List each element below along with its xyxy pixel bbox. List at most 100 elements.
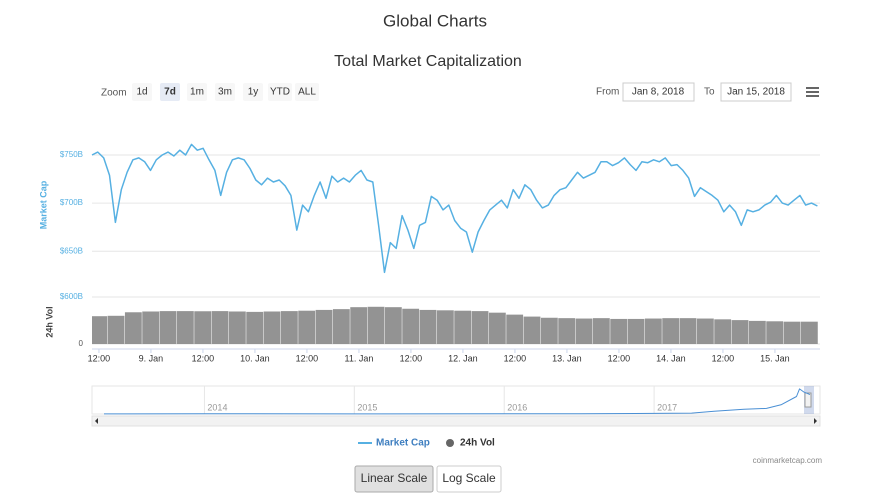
volume-bar [384,307,402,344]
y-axis-title: Market Cap [38,180,48,229]
y-tick-label: 0 [79,339,84,348]
navigator-tick-label: 2014 [207,402,227,412]
volume-bar [454,310,472,344]
volume-bar [506,314,524,344]
zoom-button-label[interactable]: 1m [190,87,204,98]
volume-bar [350,307,368,344]
zoom-button-label[interactable]: 7d [164,87,176,98]
page-title: Global Charts [383,11,487,30]
volume-bar [696,318,714,344]
volume-bar [471,311,489,344]
x-tick-label: 12:00 [712,353,735,363]
volume-bar [523,316,541,344]
navigator-tick-label: 2016 [507,402,527,412]
scrollbar[interactable] [91,415,821,427]
x-tick-label: 10. Jan [240,353,270,363]
y-tick-label: $650B [60,246,83,255]
navigator-line [103,388,811,415]
volume-bar [263,311,281,344]
navigator-tick-label: 2017 [657,402,677,412]
zoom-button-label[interactable]: YTD [270,87,290,98]
x-tick-label: 13. Jan [552,353,582,363]
x-tick-label: 11. Jan [345,353,374,363]
zoom-button-label[interactable]: 1y [248,87,259,98]
from-input[interactable] [622,82,695,102]
volume-bar [644,318,662,344]
to-input[interactable] [720,82,792,102]
volume-bar [402,308,420,344]
volume-bar [766,321,784,344]
x-tick-label: 9. Jan [139,353,164,363]
zoom-button[interactable] [132,83,152,101]
zoom-label: Zoom [101,88,127,99]
volume-bar [107,315,125,344]
volume-bar [610,318,628,344]
volume-bar [159,311,177,344]
x-tick-label: 12:00 [296,353,319,363]
legend-label[interactable]: Market Cap [376,438,430,449]
volume-bar [488,312,506,344]
zoom-button-label[interactable]: 3m [218,87,232,98]
volume-bar [124,312,142,344]
volume-bar [679,318,697,344]
volume-bar [211,311,229,344]
scale-button[interactable] [354,465,434,493]
y-tick-label: $700B [60,198,83,207]
volume-bar [800,321,818,344]
zoom-button[interactable] [215,83,235,101]
scroll-left-arrow[interactable] [95,418,98,424]
x-tick-label: 12:00 [400,353,423,363]
x-tick-label: 15. Jan [760,353,790,363]
x-tick-label: 12:00 [192,353,215,363]
zoom-button[interactable] [187,83,207,101]
menu-bar [806,87,819,89]
volume-bar [419,309,437,344]
zoom-button-label[interactable]: ALL [298,87,316,98]
y-tick-label: $750B [60,150,83,159]
volume-bar [558,318,576,344]
credit[interactable]: coinmarketcap.com [753,456,823,465]
x-tick-label: 12. Jan [448,353,478,363]
volume-bar [748,320,766,344]
market-cap-line [91,143,818,274]
volume-bar [436,310,454,344]
volume-bar [298,310,316,344]
volume-bar [783,321,801,344]
volume-bar [194,311,212,344]
x-tick-label: 12:00 [88,353,111,363]
scale-button-label[interactable]: Linear Scale [361,471,428,485]
volume-bar [92,316,108,344]
volume-bar [592,318,610,344]
navigator-tick-label: 2015 [357,402,377,412]
to-label: To [704,87,715,98]
to-value[interactable]: Jan 15, 2018 [727,87,785,98]
volume-bar [228,311,246,344]
zoom-button[interactable] [268,83,292,101]
volume-bar [575,318,593,344]
zoom-button[interactable] [243,83,263,101]
navigator-handle[interactable] [804,392,812,408]
volume-bar [367,306,385,344]
legend-swatch[interactable] [446,439,454,447]
scroll-right-arrow[interactable] [814,418,817,424]
scale-button-label[interactable]: Log Scale [442,471,496,485]
zoom-button[interactable] [295,83,319,101]
y-axis-title: 24h Vol [44,306,54,337]
navigator-pane[interactable] [91,385,821,415]
volume-bar [627,318,645,344]
zoom-button[interactable] [160,83,180,101]
x-tick-label: 12:00 [608,353,631,363]
volume-bar [142,311,160,344]
menu-bar [806,95,819,97]
menu-button[interactable] [806,87,819,97]
from-value[interactable]: Jan 8, 2018 [632,87,685,98]
legend-label[interactable]: 24h Vol [460,438,495,449]
chart-title: Total Market Capitalization [334,53,522,70]
volume-bar [662,318,680,344]
scale-button[interactable] [436,465,502,493]
volume-bar [540,317,558,344]
volume-bar [246,311,264,344]
zoom-button-label[interactable]: 1d [136,87,147,98]
volume-bar [280,311,298,344]
